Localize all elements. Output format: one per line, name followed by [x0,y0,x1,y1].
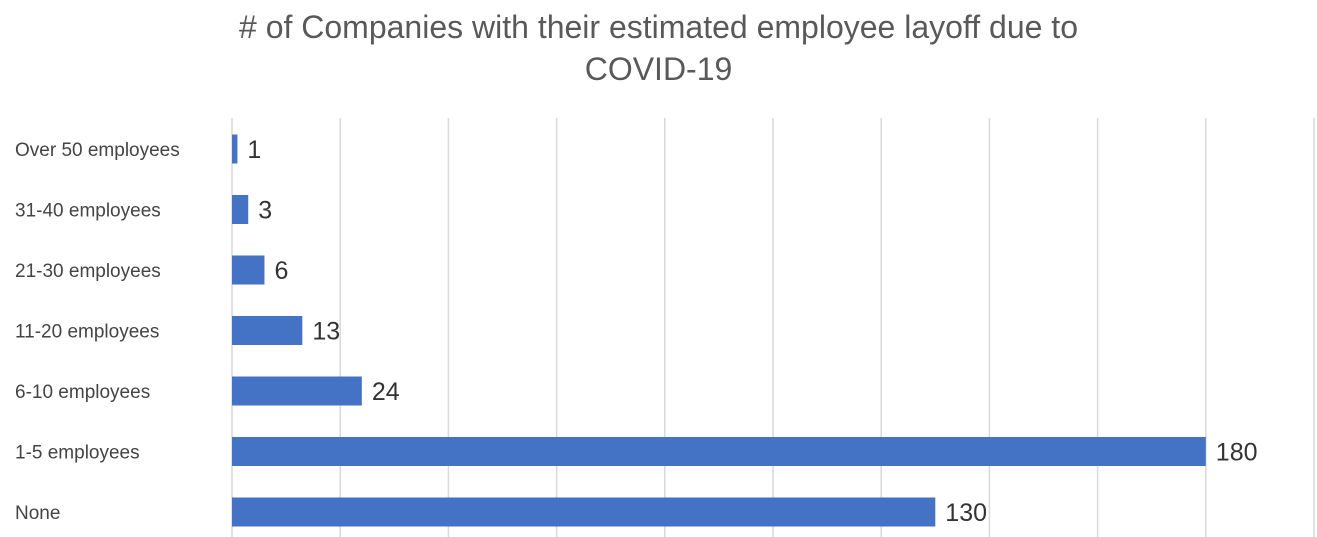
category-label: None [15,503,60,524]
data-label: 6 [274,257,288,285]
chart-title-line-1: # of Companies with their estimated empl… [239,9,1078,45]
data-label: 3 [258,197,272,225]
bar [232,437,1206,466]
bar [232,316,303,345]
category-label: 21-30 employees [15,261,161,282]
data-label: 13 [312,318,340,346]
bar [232,497,936,527]
data-label: 1 [247,136,261,164]
data-label: 180 [1216,439,1258,467]
data-label: 130 [945,499,987,527]
category-label: 1-5 employees [15,443,140,464]
chart-title-line-2: COVID-19 [584,51,733,87]
category-label: 11-20 employees [15,322,159,343]
bar [232,195,249,224]
bar [232,376,362,406]
bar [232,134,238,164]
grid-layer [231,118,1315,537]
chart-title: # of Companies with their estimated empl… [0,6,1317,90]
category-label: 31-40 employees [15,201,161,222]
data-label: 24 [372,378,400,406]
bar [232,255,265,285]
label-layer: Over 50 employees 1 31-40 employees 3 21-30 … [15,136,1258,527]
category-label: Over 50 employees [15,140,180,161]
bar-layer [232,134,1206,527]
category-label: 6-10 employees [15,382,150,403]
